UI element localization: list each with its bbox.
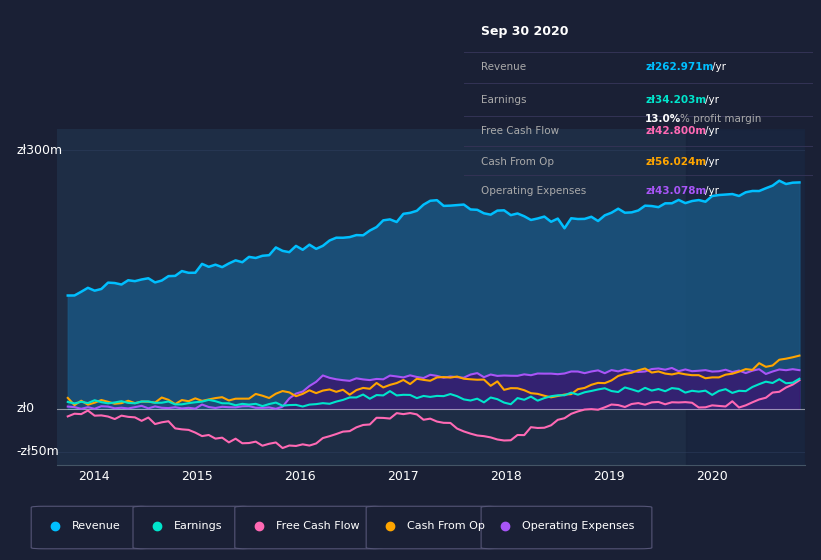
Text: Revenue: Revenue [481,62,526,72]
Text: 13.0%: 13.0% [645,114,681,124]
Text: Revenue: Revenue [72,521,121,531]
Text: Sep 30 2020: Sep 30 2020 [481,25,569,38]
Text: Operating Expenses: Operating Expenses [481,186,586,196]
Text: Cash From Op: Cash From Op [481,157,554,167]
Bar [686,129,805,465]
Text: zł42.800m: zł42.800m [645,126,707,136]
Text: -zł50m: -zł50m [16,445,59,459]
Text: zł34.203m: zł34.203m [645,95,707,105]
Text: Earnings: Earnings [174,521,222,531]
Text: zł43.078m: zł43.078m [645,186,707,196]
Text: zł300m: zł300m [16,144,62,157]
Text: Earnings: Earnings [481,95,527,105]
Text: Free Cash Flow: Free Cash Flow [481,126,559,136]
Text: /yr: /yr [705,126,719,136]
Text: zł56.024m: zł56.024m [645,157,707,167]
Text: /yr: /yr [705,95,719,105]
Text: /yr: /yr [712,62,726,72]
Text: zł262.971m: zł262.971m [645,62,713,72]
Text: Operating Expenses: Operating Expenses [522,521,634,531]
Text: /yr: /yr [705,186,719,196]
FancyBboxPatch shape [235,506,383,549]
FancyBboxPatch shape [133,506,251,549]
Text: zł0: zł0 [16,402,34,416]
Text: Free Cash Flow: Free Cash Flow [276,521,359,531]
Text: Cash From Op: Cash From Op [407,521,484,531]
FancyBboxPatch shape [481,506,652,549]
Text: % profit margin: % profit margin [680,114,762,124]
FancyBboxPatch shape [31,506,149,549]
FancyBboxPatch shape [366,506,498,549]
Text: /yr: /yr [705,157,719,167]
